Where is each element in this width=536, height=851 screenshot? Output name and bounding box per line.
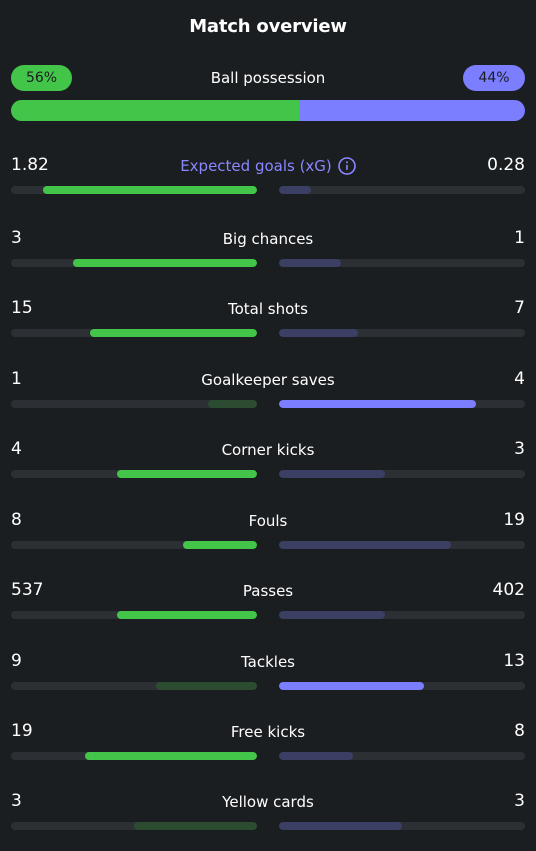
away-bar-track (279, 752, 525, 760)
info-icon[interactable] (337, 157, 356, 175)
home-bar-fill (72, 259, 257, 267)
away-bar-track (279, 470, 525, 478)
home-value: 1.82 (11, 155, 49, 175)
stat-row-expected-goals: 1.82 Expected goals (xG) 0.28 (11, 155, 525, 197)
home-bar-track (11, 611, 257, 619)
stat-label: Passes (242, 582, 294, 600)
home-value: 3 (11, 791, 22, 811)
stat-label: Yellow cards (222, 793, 314, 811)
home-value: 3 (11, 228, 22, 248)
home-bar-fill (183, 541, 257, 549)
home-bar-track (11, 822, 257, 830)
home-bar-fill (89, 329, 257, 337)
away-bar-fill (279, 470, 385, 478)
home-bar-track (11, 752, 257, 760)
home-bar-track (11, 329, 257, 337)
away-value: 3 (514, 791, 525, 811)
away-value: 19 (503, 510, 525, 530)
stat-label: Total shots (228, 300, 308, 318)
home-bar-fill (42, 186, 257, 194)
home-possession-badge: 56% (11, 65, 72, 91)
home-value: 1 (11, 369, 22, 389)
home-bar-track (11, 186, 257, 194)
away-value: 3 (514, 439, 525, 459)
away-value: 8 (514, 721, 525, 741)
ball-possession: 56% Ball possession 44% (11, 65, 525, 121)
stat-label: Goalkeeper saves (201, 371, 335, 389)
home-bar-fill (207, 400, 257, 408)
home-value: 4 (11, 439, 22, 459)
home-bar-fill (84, 752, 257, 760)
away-bar-fill (279, 541, 452, 549)
stat-row-free-kicks: 19 Free kicks 8 (11, 721, 525, 763)
away-bar-track (279, 186, 525, 194)
away-value: 13 (503, 651, 525, 671)
home-value: 19 (11, 721, 33, 741)
stat-row-tackles: 9 Tackles 13 (11, 651, 525, 693)
away-bar-track (279, 329, 525, 337)
away-bar-track (279, 682, 525, 690)
away-possession-segment (298, 100, 525, 121)
away-bar-fill (279, 752, 353, 760)
home-bar-fill (116, 611, 257, 619)
home-bar-track (11, 682, 257, 690)
home-value: 9 (11, 651, 22, 671)
stat-row-passes: 537 Passes 402 (11, 580, 525, 622)
possession-label: Ball possession (210, 69, 326, 87)
home-bar-fill (116, 470, 257, 478)
away-value: 402 (492, 580, 525, 600)
away-bar-fill (279, 400, 476, 408)
away-bar-track (279, 822, 525, 830)
away-bar-fill (279, 259, 341, 267)
stat-label: Corner kicks (221, 441, 315, 459)
home-value: 15 (11, 298, 33, 318)
away-bar-fill (279, 682, 425, 690)
stat-row-goalkeeper-saves: 1 Goalkeeper saves 4 (11, 369, 525, 411)
home-bar-fill (156, 682, 257, 690)
stat-label[interactable]: Expected goals (xG) (111, 156, 425, 176)
away-bar-track (279, 541, 525, 549)
away-bar-fill (279, 611, 385, 619)
away-possession-badge: 44% (463, 65, 525, 91)
home-possession-segment (11, 100, 299, 121)
away-bar-fill (279, 329, 358, 337)
stat-row-big-chances: 3 Big chances 1 (11, 228, 525, 270)
away-bar-track (279, 400, 525, 408)
possession-bar (11, 100, 525, 121)
away-bar-track (279, 611, 525, 619)
away-value: 0.28 (487, 155, 525, 175)
home-bar-track (11, 400, 257, 408)
away-bar-fill (279, 186, 311, 194)
stat-row-corner-kicks: 4 Corner kicks 3 (11, 439, 525, 481)
away-value: 7 (514, 298, 525, 318)
stat-label-text: Expected goals (xG) (180, 157, 332, 175)
home-value: 537 (11, 580, 44, 600)
away-value: 1 (514, 228, 525, 248)
stat-row-total-shots: 15 Total shots 7 (11, 298, 525, 340)
home-bar-track (11, 541, 257, 549)
stat-label: Free kicks (230, 723, 306, 741)
home-bar-fill (134, 822, 257, 830)
home-bar-track (11, 259, 257, 267)
page-title: Match overview (189, 16, 347, 37)
home-bar-track (11, 470, 257, 478)
away-value: 4 (514, 369, 525, 389)
away-bar-track (279, 259, 525, 267)
stat-label: Tackles (240, 653, 296, 671)
away-bar-fill (279, 822, 402, 830)
home-value: 8 (11, 510, 22, 530)
stat-label: Fouls (248, 512, 288, 530)
stat-row-yellow-cards: 3 Yellow cards 3 (11, 791, 525, 833)
stat-label: Big chances (222, 230, 314, 248)
stat-row-fouls: 8 Fouls 19 (11, 510, 525, 552)
